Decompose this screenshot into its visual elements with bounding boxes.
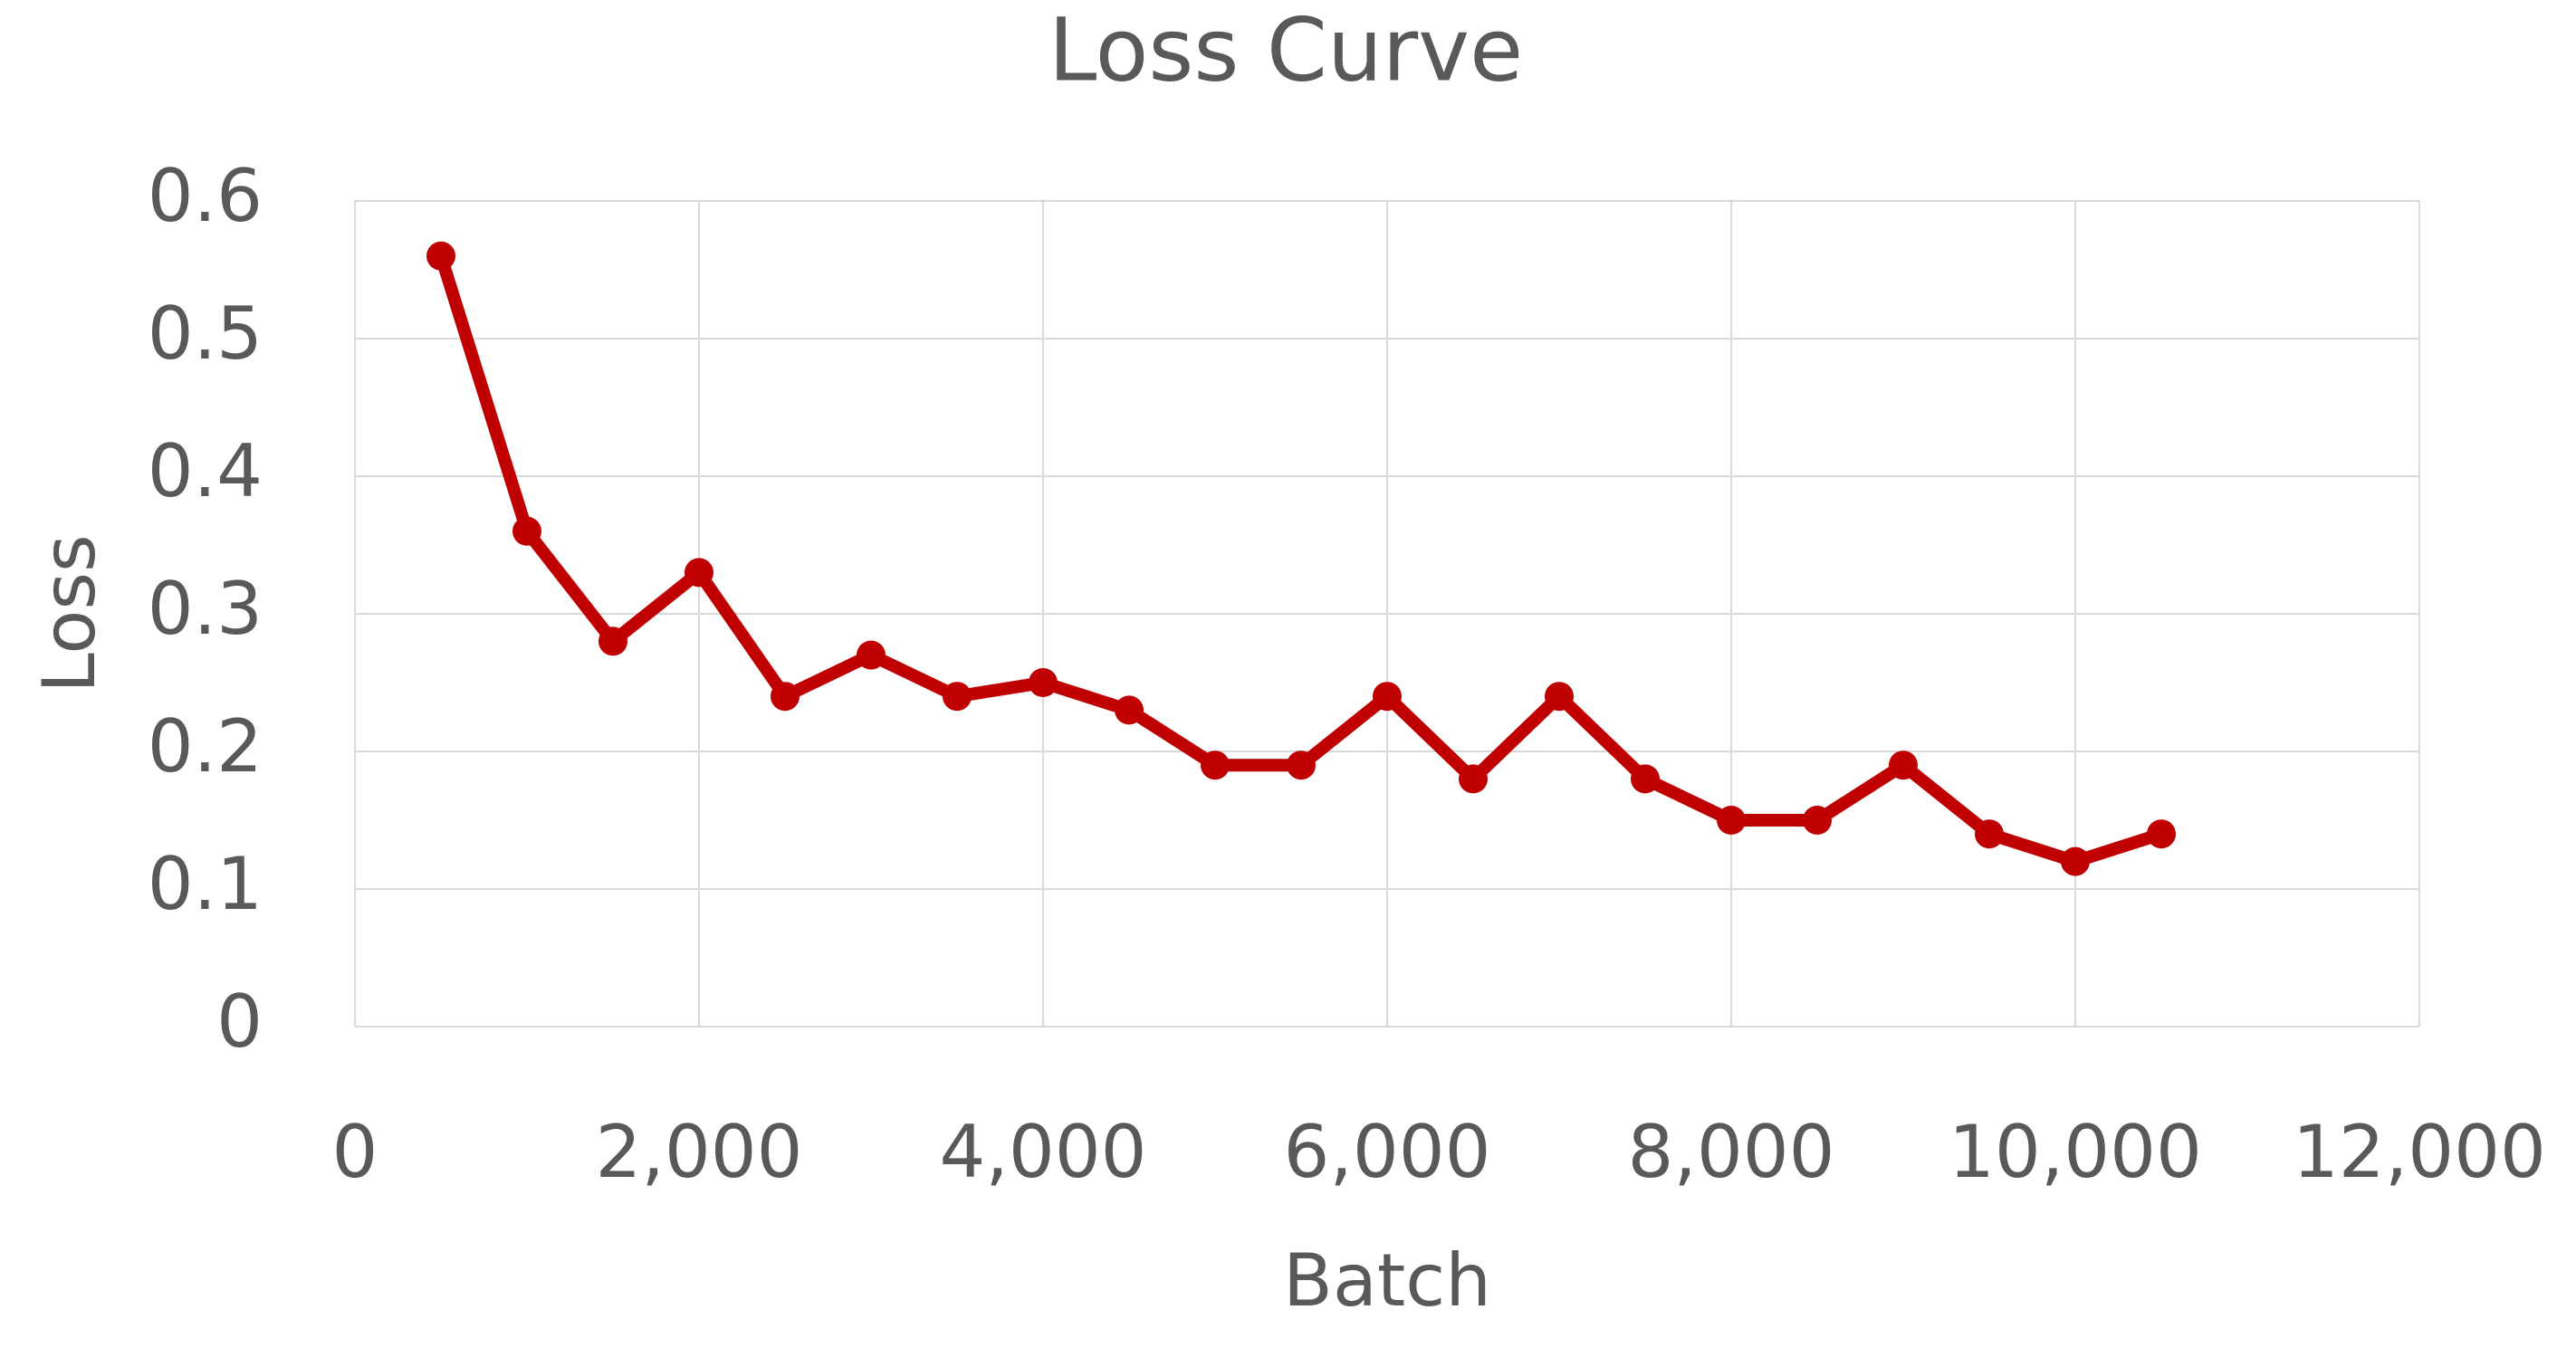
data-point <box>2147 819 2176 849</box>
data-point <box>1459 764 1488 794</box>
y-tick-label: 0.4 <box>148 429 263 513</box>
data-point <box>685 558 713 588</box>
y-tick-label: 0.6 <box>148 154 263 238</box>
x-tick-label: 6,000 <box>1283 1110 1490 1194</box>
data-point <box>1631 764 1660 794</box>
data-point <box>1115 695 1144 725</box>
data-point <box>2061 846 2090 876</box>
y-tick-label: 0.1 <box>148 842 263 926</box>
data-point <box>943 682 972 712</box>
data-point <box>1545 682 1574 712</box>
data-point <box>1803 806 1832 835</box>
x-tick-label: 4,000 <box>939 1110 1146 1194</box>
data-point <box>857 640 886 670</box>
x-tick-label: 10,000 <box>1949 1110 2202 1194</box>
x-tick-label: 8,000 <box>1627 1110 1834 1194</box>
x-tick-label: 12,000 <box>2293 1110 2546 1194</box>
data-point <box>1373 682 1402 712</box>
data-point <box>1201 750 1230 780</box>
chart-title: Loss Curve <box>1049 0 1523 100</box>
data-point <box>1287 750 1316 780</box>
y-tick-label: 0.3 <box>148 567 263 651</box>
data-point <box>426 241 455 271</box>
y-axis-label: Loss <box>27 534 111 693</box>
data-point <box>599 626 627 656</box>
data-point <box>512 516 541 546</box>
x-tick-label: 2,000 <box>595 1110 802 1194</box>
x-tick-label: 0 <box>332 1110 378 1194</box>
x-axis-label: Batch <box>1283 1238 1491 1323</box>
data-point <box>1975 819 2004 849</box>
data-point <box>1717 806 1746 835</box>
y-tick-label: 0 <box>216 980 263 1064</box>
y-tick-label: 0.5 <box>148 292 263 376</box>
y-tick-label: 0.2 <box>148 704 263 789</box>
data-point <box>771 682 800 712</box>
data-point <box>1029 668 1058 697</box>
data-point <box>1889 750 1918 780</box>
